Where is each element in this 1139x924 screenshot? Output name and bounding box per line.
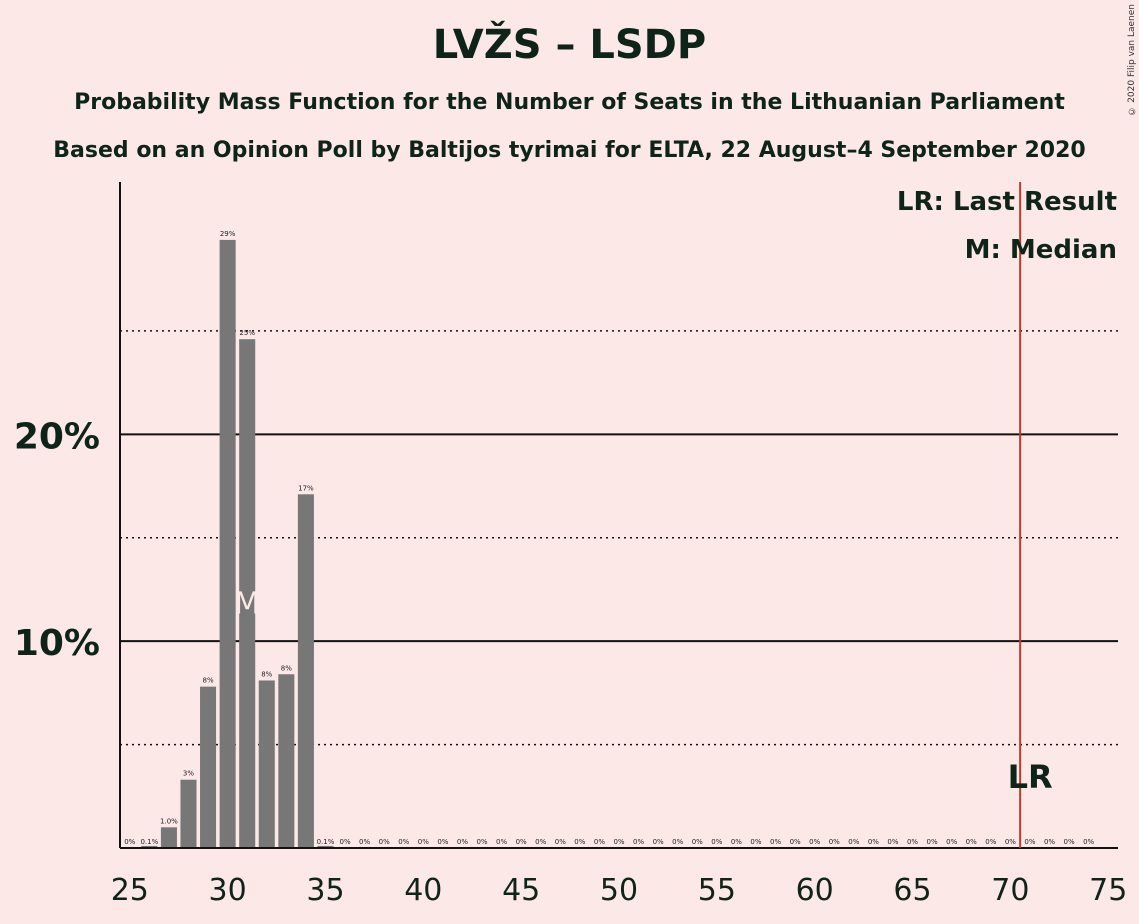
gridlines bbox=[120, 330, 1118, 746]
bar-label: 0% bbox=[731, 838, 742, 846]
bar-label: 0% bbox=[476, 838, 487, 846]
bar-label: 0.1% bbox=[140, 838, 158, 846]
bar-seat-29 bbox=[200, 686, 217, 848]
bar-label: 0% bbox=[770, 838, 781, 846]
bar-label: 0% bbox=[633, 838, 644, 846]
x-tick-label: 60 bbox=[796, 873, 834, 908]
bar-labels: 0% 0.1% 1.0% 3% 8% 29% 25% 8% 8% 17% 0.1% 0% 0% 0% 0% 0… bbox=[124, 230, 1094, 846]
bar-label: 0% bbox=[339, 838, 350, 846]
bar-label: 0% bbox=[790, 838, 801, 846]
bar-label: 17% bbox=[298, 484, 314, 492]
bar-label: 0% bbox=[829, 838, 840, 846]
bar-label: 0% bbox=[653, 838, 664, 846]
axes bbox=[119, 182, 1118, 849]
x-tick-label: 30 bbox=[209, 873, 247, 908]
bar-label: 0% bbox=[692, 838, 703, 846]
y-tick-label: 20% bbox=[14, 416, 100, 457]
tick-labels: 10% 20% 25 30 35 40 45 50 55 60 65 70 75 bbox=[14, 416, 1127, 908]
bar-label: 0% bbox=[809, 838, 820, 846]
bar-label: 8% bbox=[261, 670, 272, 678]
bar-label: 0% bbox=[359, 838, 370, 846]
last-result-marker: LR bbox=[1008, 758, 1053, 796]
x-tick-label: 45 bbox=[502, 873, 540, 908]
bar-seat-32 bbox=[258, 680, 275, 848]
bar-label: 0% bbox=[711, 838, 722, 846]
chart-source: Based on an Opinion Poll by Baltijos tyr… bbox=[53, 138, 1086, 163]
bar-label: 0% bbox=[457, 838, 468, 846]
bar-label: 0% bbox=[379, 838, 390, 846]
bar-label: 0% bbox=[496, 838, 507, 846]
y-tick-label: 10% bbox=[14, 623, 100, 664]
bar-label: 0% bbox=[946, 838, 957, 846]
bar-label: 0% bbox=[535, 838, 546, 846]
bar-label: 0% bbox=[398, 838, 409, 846]
bar-label: 0% bbox=[594, 838, 605, 846]
bar-label: 0% bbox=[1044, 838, 1055, 846]
legend-last-result: LR: Last Result bbox=[897, 187, 1117, 217]
bar-label: 0% bbox=[516, 838, 527, 846]
x-tick-label: 25 bbox=[111, 873, 149, 908]
bar-label: 0% bbox=[966, 838, 977, 846]
bar-label: 1.0% bbox=[160, 817, 178, 825]
bar-label: 0% bbox=[672, 838, 683, 846]
median-marker: M bbox=[234, 587, 260, 622]
bar-label: 0% bbox=[927, 838, 938, 846]
bar-label: 0% bbox=[555, 838, 566, 846]
legend-median: M: Median bbox=[965, 235, 1117, 265]
bar-label: 0% bbox=[1005, 838, 1016, 846]
bar-label: 0% bbox=[437, 838, 448, 846]
bar-label: 0% bbox=[613, 838, 624, 846]
x-tick-label: 40 bbox=[404, 873, 442, 908]
bar-label: 0% bbox=[750, 838, 761, 846]
bar-label: 0% bbox=[1024, 838, 1035, 846]
bar-label: 0% bbox=[1064, 838, 1075, 846]
bar-seat-33 bbox=[278, 674, 295, 848]
bar-label: 0% bbox=[907, 838, 918, 846]
bar-seat-27 bbox=[160, 827, 177, 848]
x-tick-label: 75 bbox=[1089, 873, 1127, 908]
bar-seat-26 bbox=[141, 845, 158, 848]
bar-seat-35 bbox=[317, 845, 334, 848]
x-tick-label: 65 bbox=[893, 873, 931, 908]
bar-label: 0% bbox=[1083, 838, 1094, 846]
bar-label: 0% bbox=[868, 838, 879, 846]
bar-label: 0% bbox=[418, 838, 429, 846]
chart-subtitle: Probability Mass Function for the Number… bbox=[74, 90, 1065, 115]
bar-label: 0% bbox=[574, 838, 585, 846]
bar-label: 25% bbox=[239, 329, 255, 337]
bar-label: 0.1% bbox=[317, 838, 335, 846]
x-tick-label: 55 bbox=[698, 873, 736, 908]
chart-title: LVŽS – LSDP bbox=[432, 22, 707, 68]
x-tick-label: 35 bbox=[306, 873, 344, 908]
bar-label: 0% bbox=[887, 838, 898, 846]
bars bbox=[141, 239, 334, 849]
annotations: M LR LR: Last Result M: Median bbox=[234, 182, 1117, 848]
bar-label: 0% bbox=[848, 838, 859, 846]
bar-label: 3% bbox=[183, 770, 194, 778]
bar-seat-34 bbox=[297, 494, 314, 848]
bar-label: 8% bbox=[203, 677, 214, 685]
bar-seat-28 bbox=[180, 779, 197, 848]
bar-label: 0% bbox=[985, 838, 996, 846]
bar-label: 0% bbox=[124, 838, 135, 846]
bar-seat-30 bbox=[219, 239, 236, 849]
bar-seat-31 bbox=[239, 339, 256, 848]
bar-label: 8% bbox=[281, 664, 292, 672]
x-tick-label: 50 bbox=[600, 873, 638, 908]
bar-label: 29% bbox=[220, 230, 236, 238]
x-tick-label: 70 bbox=[991, 873, 1029, 908]
